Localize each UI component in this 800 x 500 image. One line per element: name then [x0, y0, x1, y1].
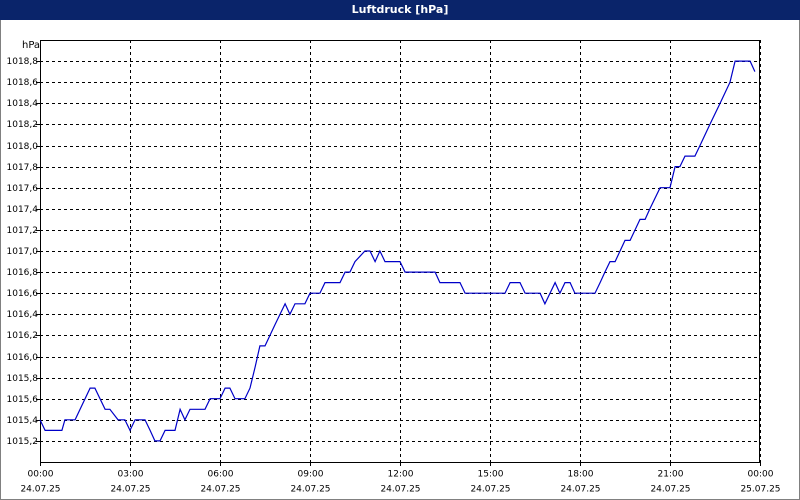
x-tick-date: 24.07.25 [20, 485, 60, 495]
y-tick-label: 1018,6 [7, 78, 39, 88]
x-tick-date: 24.07.25 [380, 485, 420, 495]
y-tick-label: 1015,6 [7, 395, 39, 405]
x-tick-label: 06:00 [208, 470, 234, 480]
y-tick-label: 1018,8 [7, 57, 39, 67]
plot-border [40, 40, 760, 463]
x-tick-date: 24.07.25 [200, 485, 240, 495]
y-tick-label: 1017,0 [7, 247, 39, 257]
y-tick-label: 1016,6 [7, 289, 39, 299]
y-tick-label: 1018,2 [7, 120, 39, 130]
x-tick-label: 00:00 [28, 470, 54, 480]
y-tick-label: 1017,8 [7, 163, 39, 173]
y-tick-label: 1016,8 [7, 268, 39, 278]
x-tick-date: 24.07.25 [110, 485, 150, 495]
x-tick-label: 00:00 [748, 470, 774, 480]
data-line [39, 60, 756, 442]
x-tick-label: 21:00 [658, 470, 684, 480]
x-tick-label: 18:00 [568, 470, 594, 480]
y-tick-label: 1015,2 [7, 437, 39, 447]
x-tick-date: 24.07.25 [560, 485, 600, 495]
title-bar [0, 0, 800, 20]
x-tick-date: 24.07.25 [290, 485, 330, 495]
y-tick-label: 1017,6 [7, 184, 39, 194]
x-tick-label: 09:00 [298, 470, 324, 480]
y-tick-label: 1017,4 [7, 205, 39, 215]
y-tick-label: 1017,2 [7, 226, 39, 236]
x-tick-label: 15:00 [478, 470, 504, 480]
y-tick-label: 1015,8 [7, 374, 39, 384]
chart-title: Luftdruck [hPa] [352, 3, 449, 16]
y-tick-label: 1016,4 [7, 310, 39, 320]
y-tick-label: 1016,0 [7, 353, 39, 363]
y-axis-label: hPa [22, 40, 40, 51]
y-tick-label: 1015,4 [7, 416, 39, 426]
y-tick-label: 1018,4 [7, 99, 39, 109]
y-tick-label: 1016,2 [7, 331, 39, 341]
x-tick-date: 24.07.25 [470, 485, 510, 495]
x-tick-date: 25.07.25 [740, 485, 780, 495]
x-tick-date: 24.07.25 [650, 485, 690, 495]
x-tick-label: 03:00 [118, 470, 144, 480]
x-tick-label: 12:00 [388, 470, 414, 480]
y-tick-label: 1018,0 [7, 142, 39, 152]
